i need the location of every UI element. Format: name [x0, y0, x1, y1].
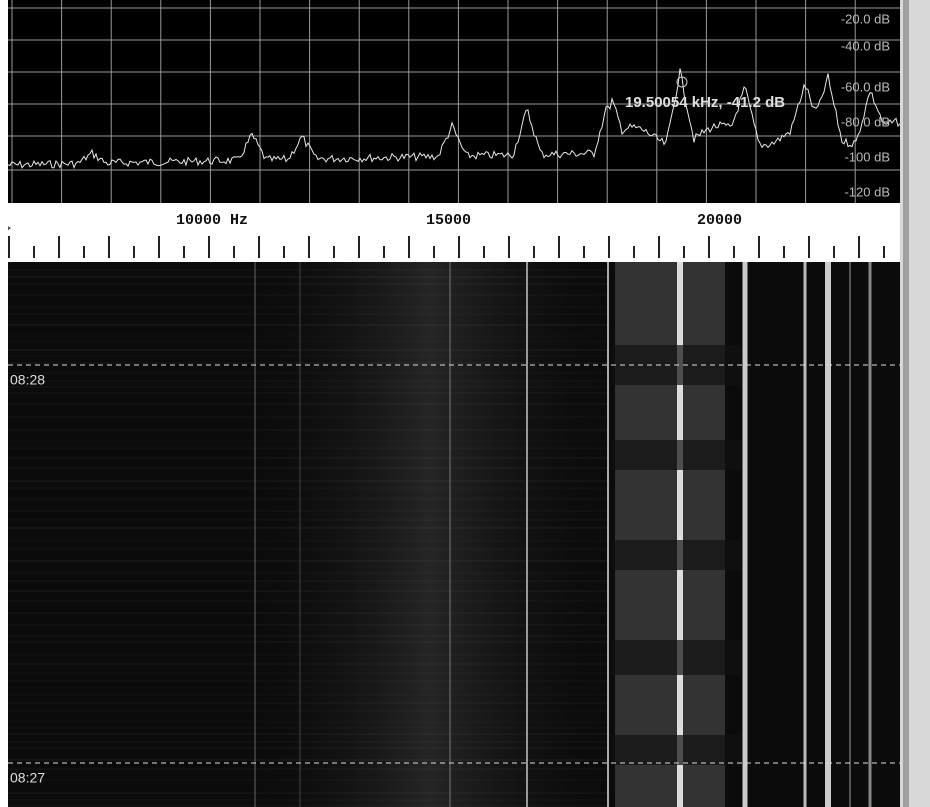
waterfall-streak — [300, 262, 301, 807]
db-label: -40.0 dB — [841, 38, 890, 53]
ruler-label: 15000 — [426, 212, 471, 229]
db-label: -20.0 dB — [841, 11, 890, 26]
ruler-label: 20000 — [697, 212, 742, 229]
waterfall-streak — [255, 262, 256, 807]
waterfall-streak — [526, 262, 528, 807]
waterfall-streak — [849, 262, 851, 807]
waterfall-streak — [607, 262, 609, 807]
db-label: -60.0 dB — [841, 79, 890, 94]
cursor-readout: 19.50054 kHz, -41.2 dB — [625, 94, 785, 111]
ruler-label: 10000 Hz — [176, 212, 248, 229]
db-label: -100 dB — [844, 149, 890, 164]
waterfall-gap — [612, 440, 742, 470]
waterfall-streak — [825, 262, 831, 807]
waterfall-streak — [743, 262, 748, 807]
waterfall-streak — [804, 262, 807, 807]
left-border — [0, 0, 8, 807]
page: {"spectrum":{"db_labels":["-20.0 dB","-4… — [0, 0, 930, 807]
waterfall-streak — [450, 262, 451, 807]
waterfall-gap — [612, 735, 742, 765]
waterfall-band — [615, 262, 725, 807]
timestamp: 08:27 — [10, 770, 45, 786]
db-label: -80.0 dB — [841, 114, 890, 129]
db-label: -120 dB — [844, 184, 890, 199]
waterfall-band — [230, 262, 630, 807]
timestamp: 08:28 — [10, 372, 45, 388]
scrollbar-thumb[interactable] — [903, 0, 909, 807]
waterfall-streak — [677, 262, 683, 807]
waterfall-gap — [612, 540, 742, 570]
spectrum-window: -20.0 dB -40.0 dB -60.0 dB -80.0 dB -100… — [0, 0, 930, 807]
waterfall-streak — [869, 262, 872, 807]
waterfall-gap — [612, 640, 742, 675]
